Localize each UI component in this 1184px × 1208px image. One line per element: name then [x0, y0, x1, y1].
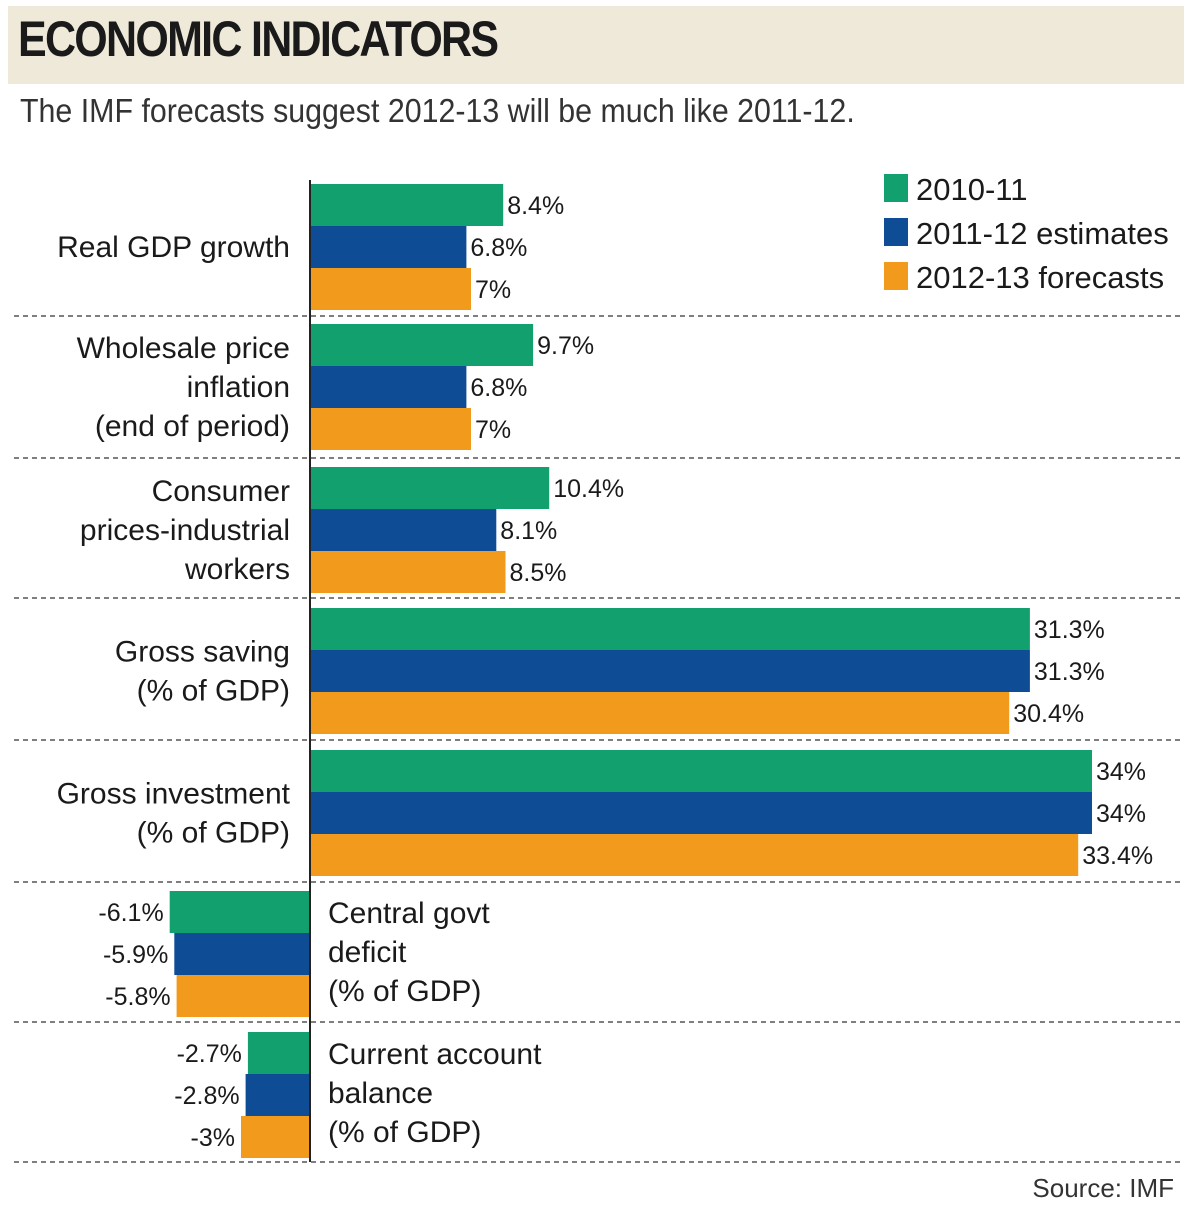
value-label: -6.1%	[98, 899, 163, 927]
bar-2012-13-forecasts-1	[310, 268, 471, 310]
category-label: Consumer	[152, 475, 290, 508]
legend-swatch-2010-11	[884, 174, 908, 202]
value-label: 7%	[475, 276, 511, 304]
value-label: 10.4%	[553, 475, 624, 503]
value-label: -2.7%	[177, 1040, 242, 1068]
value-label: 9.7%	[537, 332, 594, 360]
category-label: deficit	[328, 936, 407, 969]
category-label: Gross investment	[57, 778, 291, 811]
category-label: inflation	[187, 371, 290, 404]
category-label: (% of GDP)	[328, 1116, 481, 1149]
value-label: 6.8%	[470, 234, 527, 262]
header-band	[8, 6, 1184, 84]
value-label: 8.1%	[500, 517, 557, 545]
bar-2010-11-7	[247, 1032, 310, 1074]
category-label: prices-industrial	[80, 514, 290, 547]
bar-2012-13-forecasts-6	[176, 975, 310, 1017]
value-label: 7%	[475, 416, 511, 444]
category-label: Real GDP growth	[57, 231, 290, 264]
legend-label: 2010-11	[916, 172, 1027, 207]
bar-2011-12-estimates-7	[245, 1074, 310, 1116]
value-label: 8.4%	[507, 192, 564, 220]
bar-2012-13-forecasts-7	[241, 1116, 310, 1158]
value-label: 34%	[1096, 800, 1146, 828]
value-label: 34%	[1096, 758, 1146, 786]
category-label: Wholesale price	[77, 332, 290, 365]
bar-2012-13-forecasts-4	[310, 692, 1010, 734]
legend-label: 2011-12 estimates	[916, 216, 1169, 251]
category-label: Gross saving	[115, 636, 290, 669]
value-label: -3%	[191, 1124, 235, 1152]
bar-2012-13-forecasts-5	[310, 834, 1079, 876]
bar-2011-12-estimates-2	[310, 366, 467, 408]
category-label: balance	[328, 1077, 433, 1110]
bar-2010-11-6	[169, 891, 310, 933]
bar-2010-11-5	[310, 750, 1092, 792]
category-label: (% of GDP)	[328, 975, 481, 1008]
value-label: -5.9%	[103, 941, 168, 969]
bar-2010-11-4	[310, 608, 1030, 650]
source-note: Source: IMF	[1032, 1173, 1174, 1203]
bar-2012-13-forecasts-2	[310, 408, 471, 450]
value-label: 33.4%	[1082, 842, 1153, 870]
value-label: 31.3%	[1034, 616, 1105, 644]
value-label: -5.8%	[105, 983, 170, 1011]
chart-title: ECONOMIC INDICATORS	[18, 11, 499, 67]
value-label: 30.4%	[1013, 700, 1084, 728]
bar-2011-12-estimates-1	[310, 226, 467, 268]
chart-subtitle: The IMF forecasts suggest 2012-13 will b…	[20, 92, 855, 129]
value-label: 6.8%	[470, 374, 527, 402]
category-label: Central govt	[328, 897, 490, 930]
bar-2010-11-1	[310, 184, 504, 226]
bar-2011-12-estimates-6	[174, 933, 310, 975]
value-label: 31.3%	[1034, 658, 1105, 686]
bar-2011-12-estimates-4	[310, 650, 1030, 692]
bar-2012-13-forecasts-3	[310, 551, 506, 593]
legend-label: 2012-13 forecasts	[916, 260, 1164, 295]
bar-2011-12-estimates-5	[310, 792, 1092, 834]
category-label: (% of GDP)	[137, 817, 290, 850]
bar-2010-11-3	[310, 467, 550, 509]
legend-swatch-2011-12-estimates	[884, 218, 908, 246]
category-label: Current account	[328, 1038, 542, 1071]
value-label: -2.8%	[174, 1082, 239, 1110]
category-label: (% of GDP)	[137, 675, 290, 708]
value-label: 8.5%	[510, 559, 567, 587]
category-label: (end of period)	[95, 410, 290, 443]
bar-2011-12-estimates-3	[310, 509, 497, 551]
legend-swatch-2012-13-forecasts	[884, 262, 908, 290]
bar-2010-11-2	[310, 324, 534, 366]
category-label: workers	[184, 553, 290, 586]
